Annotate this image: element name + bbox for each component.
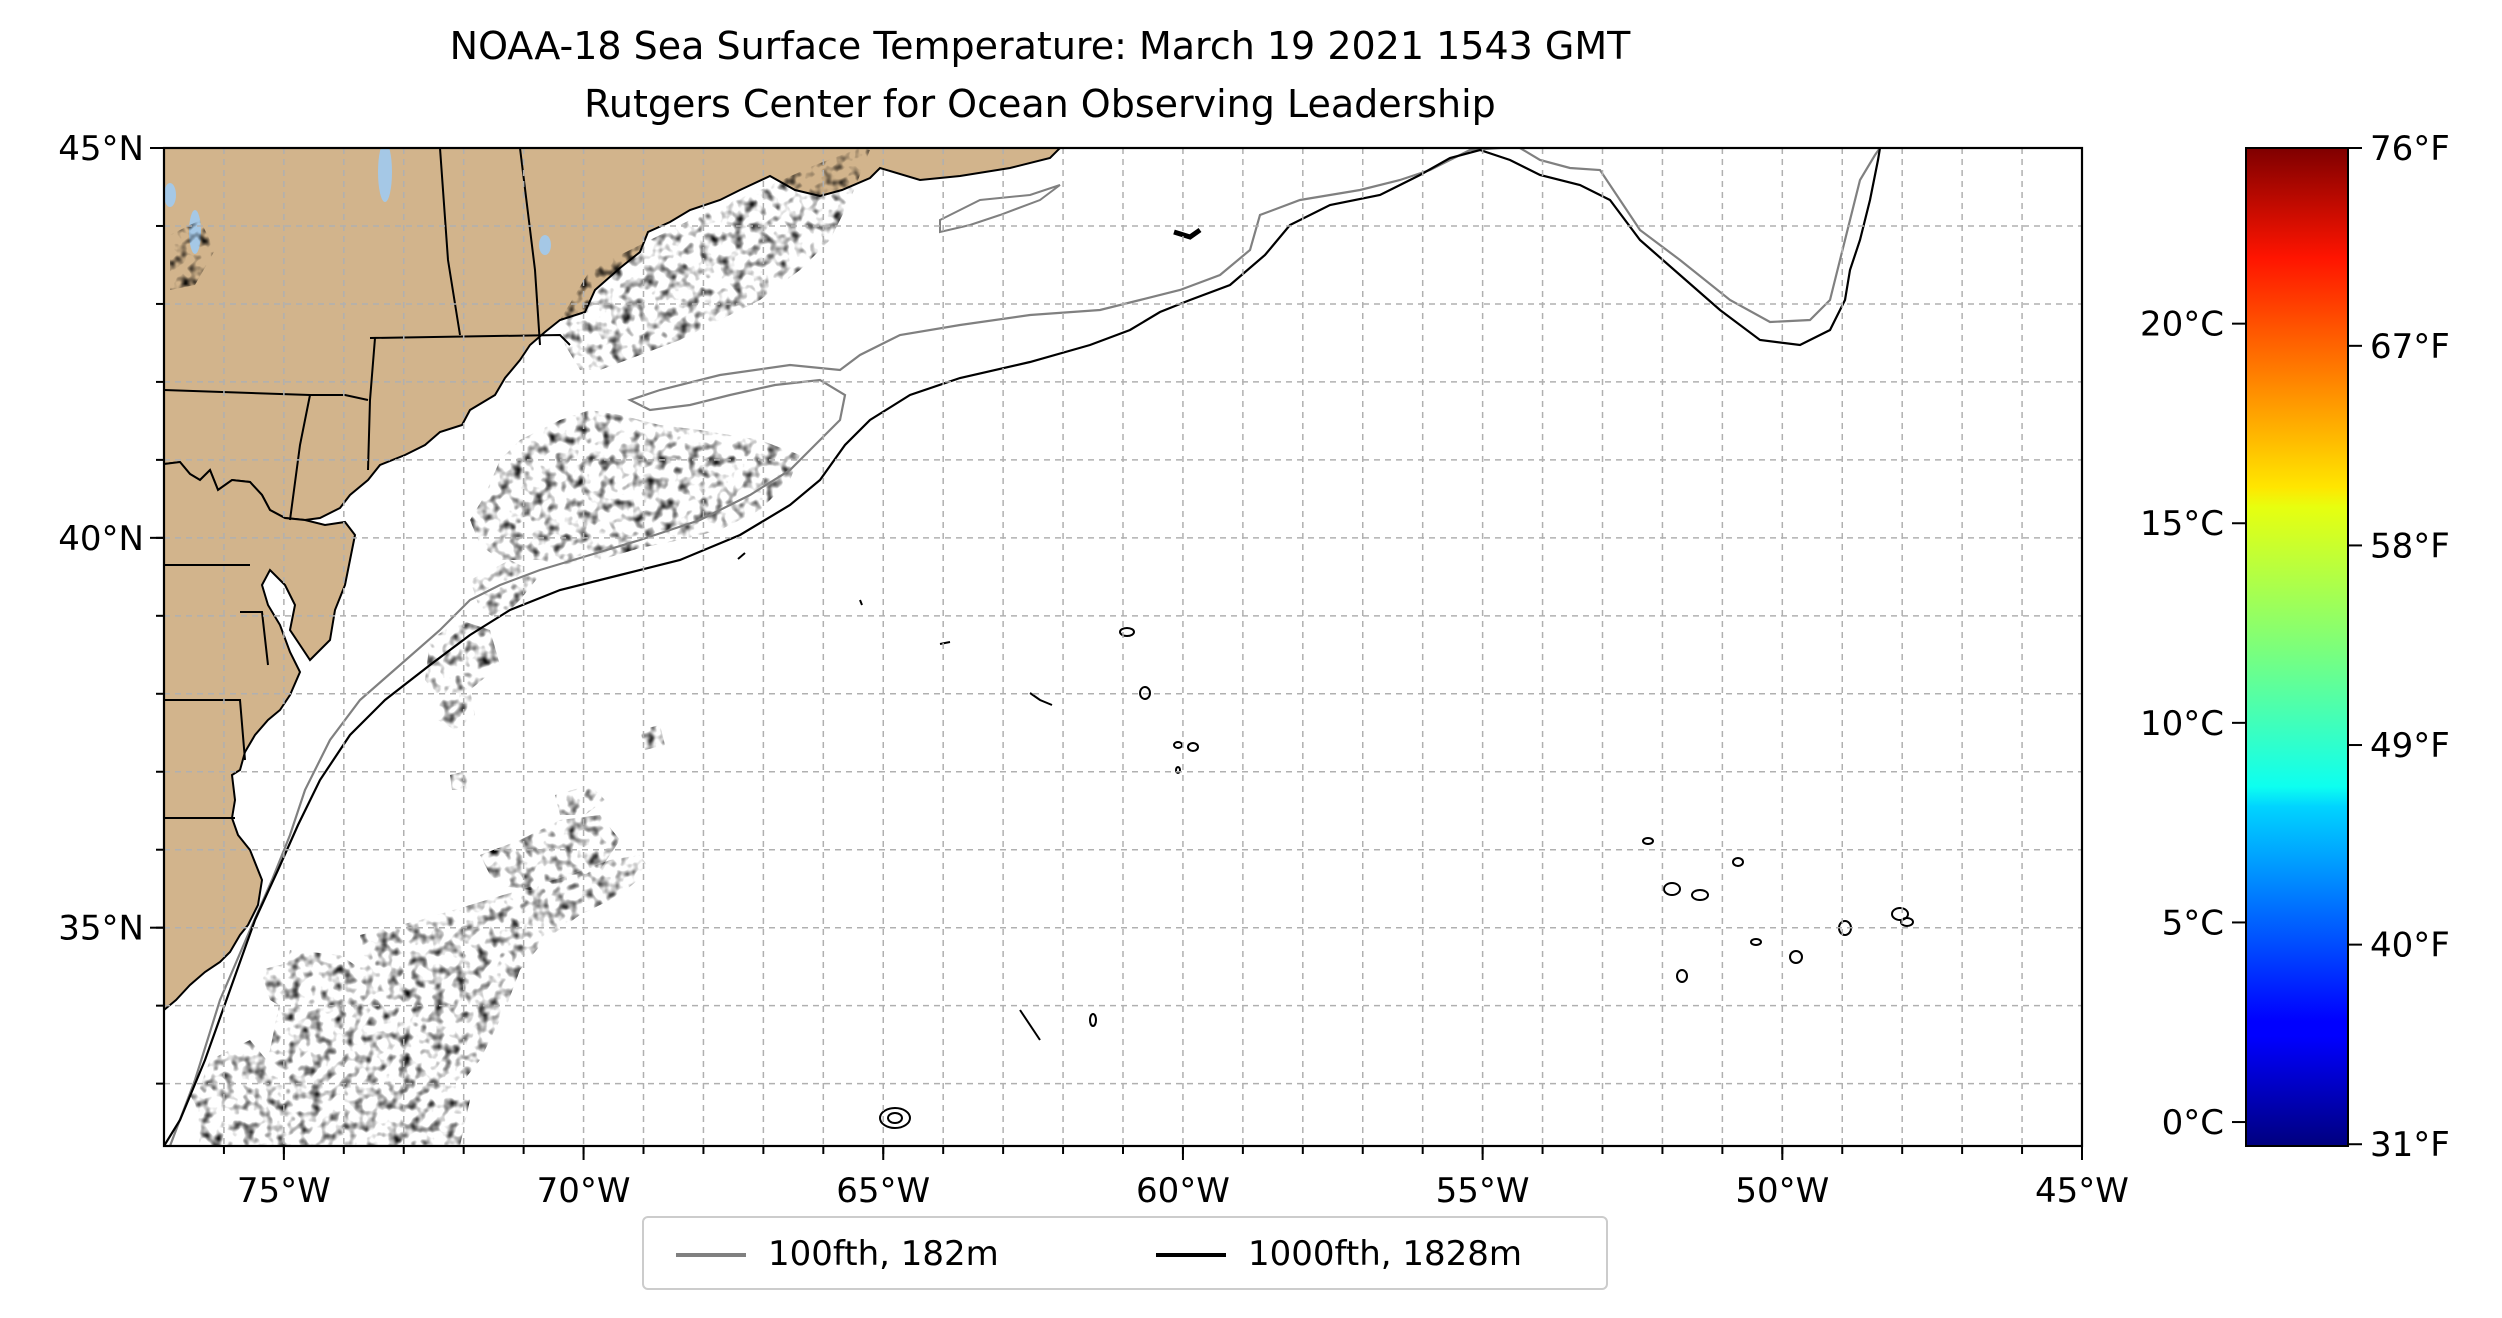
lon-tick-label: 50°W <box>1735 1171 1829 1211</box>
colorbar-fahrenheit-label: 76°F <box>2370 129 2450 169</box>
legend-swatch-100fth <box>676 1253 746 1257</box>
sable-island <box>1173 227 1202 240</box>
map-subtitle: Rutgers Center for Ocean Observing Leade… <box>584 82 1496 126</box>
legend-label-100fth: 100fth, 182m <box>768 1234 999 1274</box>
state-borders <box>164 148 571 819</box>
legend: 100fth, 182m 1000fth, 1828m <box>642 1216 1608 1290</box>
lat-tick-label: 40°N <box>58 519 144 559</box>
lon-tick-label: 65°W <box>836 1171 930 1211</box>
isobath-100fth-georges <box>939 184 1061 234</box>
isobath-100fth <box>168 148 1501 1146</box>
colorbar-fahrenheit-label: 58°F <box>2370 526 2450 566</box>
legend-label-1000fth: 1000fth, 1828m <box>1248 1234 1523 1274</box>
legend-swatch-1000fth <box>1156 1253 1226 1257</box>
map-gridlines <box>164 148 2082 1146</box>
lon-tick-label: 45°W <box>2035 1171 2129 1211</box>
colorbar <box>2245 147 2349 1147</box>
seamount-contours <box>737 552 1914 1129</box>
colorbar-fahrenheit-label: 40°F <box>2370 926 2450 966</box>
lon-tick-label: 60°W <box>1136 1171 1230 1211</box>
colorbar-fahrenheit-label: 67°F <box>2370 327 2450 367</box>
colorbar-fahrenheit-label: 49°F <box>2370 726 2450 766</box>
colorbar-fahrenheit-axis: 31°F 40°F 49°F 58°F 67°F 76°F <box>2348 129 2450 1165</box>
lon-tick-label: 55°W <box>1436 1171 1530 1211</box>
colorbar-celsius-label: 10°C <box>2140 704 2224 744</box>
lon-tick-label: 70°W <box>537 1171 631 1211</box>
map-title: NOAA-18 Sea Surface Temperature: March 1… <box>449 24 1631 68</box>
land-coast-south <box>164 460 357 1012</box>
colorbar-celsius-label: 0°C <box>2162 1103 2224 1143</box>
lon-tick-label: 75°W <box>237 1171 331 1211</box>
isobath-1000fth <box>164 148 1882 1146</box>
lon-axis: 75°W 70°W 65°W 60°W 55°W 50°W 45°W <box>222 1146 2129 1211</box>
lat-tick-label: 45°N <box>58 129 144 169</box>
colorbar-celsius-axis: 0°C 5°C 10°C 15°C 20°C <box>2140 305 2246 1143</box>
isobath-100fth-east <box>1519 148 1881 324</box>
colorbar-fahrenheit-label: 31°F <box>2370 1125 2450 1165</box>
sst-cold-field <box>170 148 870 790</box>
lat-axis: 45°N 40°N 35°N <box>58 129 164 1085</box>
colorbar-celsius-label: 5°C <box>2162 903 2224 943</box>
colorbar-celsius-label: 20°C <box>2140 305 2224 345</box>
colorbar-celsius-label: 15°C <box>2140 504 2224 544</box>
lat-tick-label: 35°N <box>58 909 144 949</box>
